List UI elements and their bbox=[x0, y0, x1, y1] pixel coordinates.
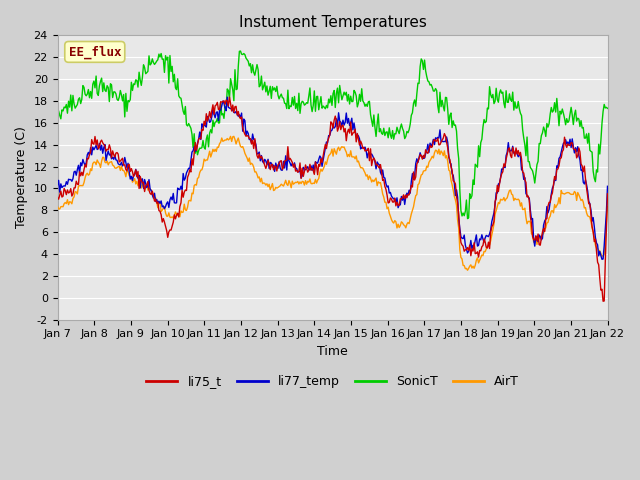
X-axis label: Time: Time bbox=[317, 345, 348, 358]
Text: EE_flux: EE_flux bbox=[68, 45, 121, 59]
Legend: li75_t, li77_temp, SonicT, AirT: li75_t, li77_temp, SonicT, AirT bbox=[141, 370, 524, 393]
Y-axis label: Temperature (C): Temperature (C) bbox=[15, 127, 28, 228]
Title: Instument Temperatures: Instument Temperatures bbox=[239, 15, 426, 30]
